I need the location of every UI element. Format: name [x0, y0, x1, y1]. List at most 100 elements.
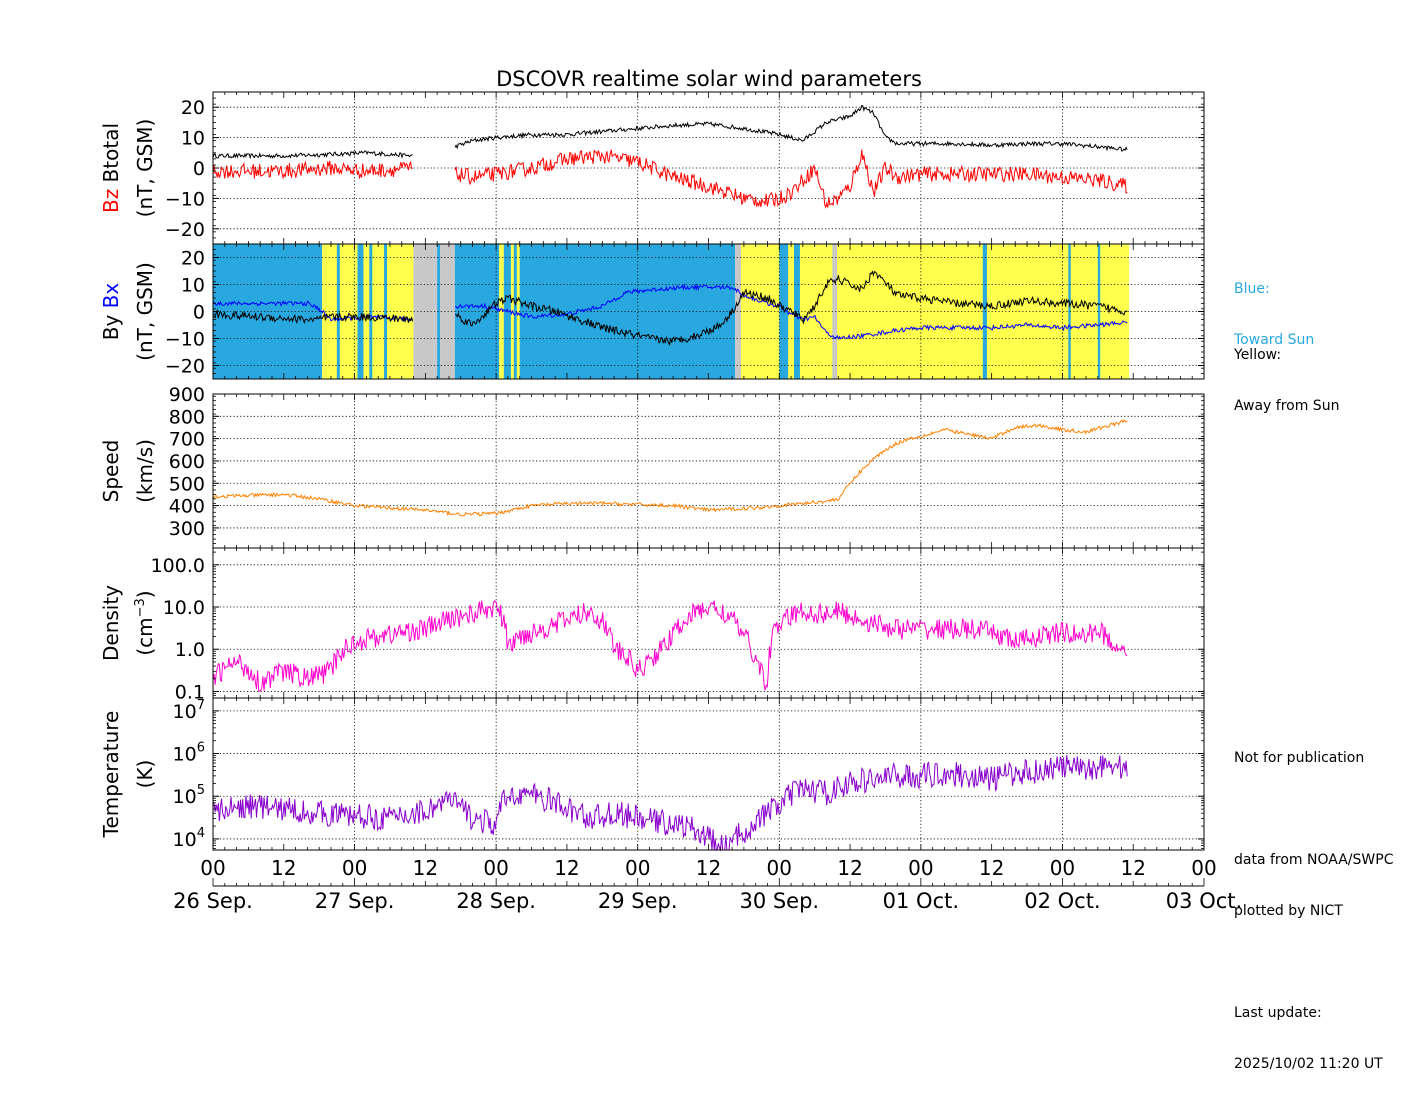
sector-flip-toward — [794, 244, 800, 379]
legend-away-from-sun: Yellow: Away from Sun — [1234, 313, 1339, 449]
y-tick-label: 1.0 — [175, 639, 205, 661]
sector-flip-toward — [336, 244, 340, 379]
date-tick-label: 03 Oct. — [1166, 889, 1242, 913]
y-axis-label-units: (cm−3) — [133, 590, 157, 655]
y-tick-label: 500 — [169, 473, 205, 495]
y-tick-label: 104 — [173, 826, 205, 851]
date-tick-label: 02 Oct. — [1024, 889, 1100, 913]
y-tick-label: 600 — [169, 451, 205, 473]
y-axis-label-components: By Bx — [99, 283, 123, 341]
hour-tick-label: 12 — [979, 856, 1004, 880]
y-label-bx: Bx — [99, 283, 123, 309]
y-tick-label: 0 — [193, 158, 205, 180]
y-tick-base: 10 — [173, 701, 197, 723]
panel-frame — [212, 547, 1205, 699]
units-exponent: −3 — [133, 598, 148, 617]
sector-flip-toward — [384, 244, 388, 379]
hour-tick-label: 12 — [413, 856, 438, 880]
legend-blue-title: Blue: — [1234, 281, 1270, 297]
y-tick-label: 700 — [169, 429, 205, 451]
sector-flip-toward — [369, 244, 373, 379]
sector-band-gap — [440, 244, 455, 379]
y-tick-label: −20 — [165, 356, 205, 378]
date-tick-label: 29 Sep. — [598, 889, 678, 913]
last-update-label: Last update: — [1234, 1005, 1322, 1021]
hour-tick-label: 12 — [696, 856, 721, 880]
date-tick-label: 26 Sep. — [173, 889, 253, 913]
legend-yellow-text: Away from Sun — [1234, 398, 1340, 414]
hour-tick-label: 00 — [200, 856, 225, 880]
hour-tick-label: 00 — [483, 856, 508, 880]
y-tick-label: 300 — [169, 518, 205, 540]
date-tick-label: 28 Sep. — [456, 889, 536, 913]
hour-tick-label: 00 — [625, 856, 650, 880]
source-note: data from NOAA/SWPC — [1234, 852, 1394, 868]
notes-block: Not for publication data from NOAA/SWPC … — [1234, 716, 1393, 1107]
series-density — [212, 600, 1128, 692]
plotted-by-note: plotted by NICT — [1234, 903, 1343, 919]
date-tick-label: 27 Sep. — [315, 889, 395, 913]
y-tick-label: −10 — [165, 188, 205, 210]
date-tick-label: 01 Oct. — [883, 889, 959, 913]
y-axis-label-units: (nT, GSM) — [133, 262, 157, 361]
hour-tick-label: 00 — [1050, 856, 1075, 880]
legend-blue-text: Toward Sun — [1234, 332, 1315, 348]
panel-frame — [212, 697, 1205, 851]
y-axis-label-units: (K) — [133, 760, 157, 789]
panel-density: 0.1 1.0 10.0 100.0 Density (cm−3) — [99, 547, 1205, 703]
y-tick-label: 900 — [169, 384, 205, 406]
hour-tick-label: 12 — [554, 856, 579, 880]
sector-band-toward — [437, 244, 441, 379]
hour-tick-label: 12 — [271, 856, 296, 880]
publication-note: Not for publication — [1234, 750, 1365, 766]
y-tick-label: 10.0 — [163, 597, 205, 619]
last-update-value: 2025/10/02 11:20 UT — [1234, 1056, 1383, 1072]
y-tick-label: 0 — [193, 302, 205, 324]
y-label-by: By — [99, 315, 123, 341]
y-tick-base: 10 — [173, 829, 197, 851]
y-axis-label-units: (nT, GSM) — [133, 119, 157, 218]
y-axis-label-units: (km/s) — [133, 439, 157, 503]
y-tick-label: −20 — [165, 219, 205, 241]
units-base: (cm — [133, 617, 157, 655]
y-axis-label-components: Bz Btotal — [99, 123, 123, 213]
sector-flip-toward — [1097, 244, 1101, 379]
sector-flip-toward — [1068, 244, 1071, 379]
time-axis: 00 12 00 12 00 12 00 12 00 12 00 12 00 12 00 26 Sep. 27 … — [173, 856, 1242, 913]
y-tick-label: 0.1 — [175, 681, 205, 703]
sector-flip-away — [516, 244, 520, 379]
y-axis-label-name: Density — [99, 585, 123, 661]
hour-tick-label: 00 — [908, 856, 933, 880]
sector-band-gap — [735, 244, 741, 379]
y-label-btotal: Btotal — [99, 123, 123, 182]
y-axis-label-name: Temperature — [99, 711, 123, 839]
sector-band-gap — [413, 244, 438, 379]
series-btotal — [212, 104, 1128, 160]
y-tick-label: 100.0 — [151, 555, 205, 577]
y-tick-exponent: 7 — [197, 698, 205, 713]
date-tick-label: 30 Sep. — [739, 889, 819, 913]
legend-toward-sun: Blue: Toward Sun — [1234, 247, 1314, 383]
series-speed — [212, 419, 1128, 517]
y-axis-label-name: Speed — [99, 440, 123, 503]
panel-btotal_bz: −20 −10 0 10 20 Bz Btotal (nT, GSM) — [99, 91, 1205, 245]
y-tick-label: 20 — [181, 248, 205, 270]
y-tick-exponent: 6 — [197, 741, 205, 756]
y-tick-base: 10 — [173, 744, 197, 766]
legend-yellow-title: Yellow: — [1234, 347, 1282, 363]
y-tick-label: 10 — [181, 128, 205, 150]
sector-flip-away — [499, 244, 504, 379]
hour-tick-label: 12 — [1120, 856, 1145, 880]
sector-flip-toward — [357, 244, 364, 379]
y-tick-label: 10 — [181, 275, 205, 297]
figure-title: DSCOVR realtime solar wind parameters — [496, 67, 922, 91]
hour-tick-label: 00 — [1191, 856, 1216, 880]
y-tick-label: 105 — [173, 783, 205, 808]
solar-wind-chart: DSCOVR realtime solar wind parameters −2… — [99, 67, 1242, 913]
y-tick-base: 10 — [173, 786, 197, 808]
series-by — [212, 270, 1128, 346]
hour-tick-label: 00 — [767, 856, 792, 880]
y-tick-exponent: 4 — [197, 826, 205, 841]
